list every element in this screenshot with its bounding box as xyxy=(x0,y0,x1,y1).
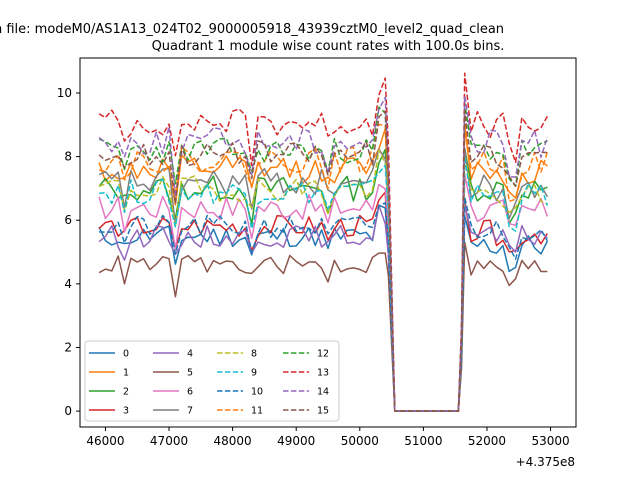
y-tick-label: 0 xyxy=(64,404,72,418)
x-tick-label: 50000 xyxy=(341,434,379,448)
series-line-0 xyxy=(98,204,549,412)
axes-frame xyxy=(79,57,577,428)
legend-label-0: 0 xyxy=(123,349,129,360)
x-axis: 46000 47000 48000 49000 50000 51000 52000 53000 xyxy=(86,427,570,448)
y-tick-label: 10 xyxy=(57,86,72,100)
legend-label-14: 14 xyxy=(317,387,329,398)
legend-label-15: 15 xyxy=(317,406,329,417)
legend-label-11: 11 xyxy=(251,406,263,417)
legend-label-4: 4 xyxy=(187,349,193,360)
series-line-1 xyxy=(98,125,548,412)
legend-label-7: 7 xyxy=(187,406,193,417)
x-offset-label: +4.375e8 xyxy=(516,455,575,469)
legend-label-3: 3 xyxy=(123,406,129,417)
series-line-11 xyxy=(98,117,549,412)
plot-area xyxy=(79,57,577,428)
legend-label-2: 2 xyxy=(123,387,129,398)
series-line-4 xyxy=(98,203,548,412)
legend-label-10: 10 xyxy=(251,387,263,398)
legend-label-8: 8 xyxy=(251,349,257,360)
x-tick-label: 53000 xyxy=(531,434,569,448)
series-line-15 xyxy=(98,110,548,412)
y-tick-label: 8 xyxy=(64,150,72,164)
x-tick-label: 48000 xyxy=(214,434,252,448)
x-tick-label: 46000 xyxy=(86,434,124,448)
legend-label-6: 6 xyxy=(187,387,193,398)
legend-box xyxy=(84,340,340,422)
y-tick-label: 4 xyxy=(64,277,72,291)
series-line-14 xyxy=(98,95,549,412)
legend-label-5: 5 xyxy=(187,368,193,379)
x-tick-label: 47000 xyxy=(150,434,188,448)
y-axis: 0 2 4 6 8 10 xyxy=(57,86,80,418)
legend-label-1: 1 xyxy=(123,368,129,379)
series-line-6 xyxy=(98,173,549,412)
x-tick-label: 52000 xyxy=(468,434,506,448)
series-line-9 xyxy=(99,155,549,412)
series-line-12 xyxy=(98,102,548,412)
x-tick-label: 51000 xyxy=(404,434,442,448)
legend-label-12: 12 xyxy=(317,349,329,360)
legend-label-13: 13 xyxy=(317,368,329,379)
series-line-13 xyxy=(98,72,549,412)
x-tick-label: 49000 xyxy=(277,434,315,448)
chart-title: Quadrant 1 module wise count rates with … xyxy=(152,39,505,54)
y-tick-label: 2 xyxy=(64,340,72,354)
figure-suptitle: n file: modeM0/AS1A13_024T02_9000005918_… xyxy=(0,22,504,37)
series-layer xyxy=(98,72,549,412)
series-line-10 xyxy=(99,196,549,412)
series-line-3 xyxy=(98,191,549,412)
legend-label-9: 9 xyxy=(251,368,257,379)
series-line-5 xyxy=(98,241,548,412)
series-line-8 xyxy=(98,149,548,412)
y-tick-label: 6 xyxy=(64,213,72,227)
